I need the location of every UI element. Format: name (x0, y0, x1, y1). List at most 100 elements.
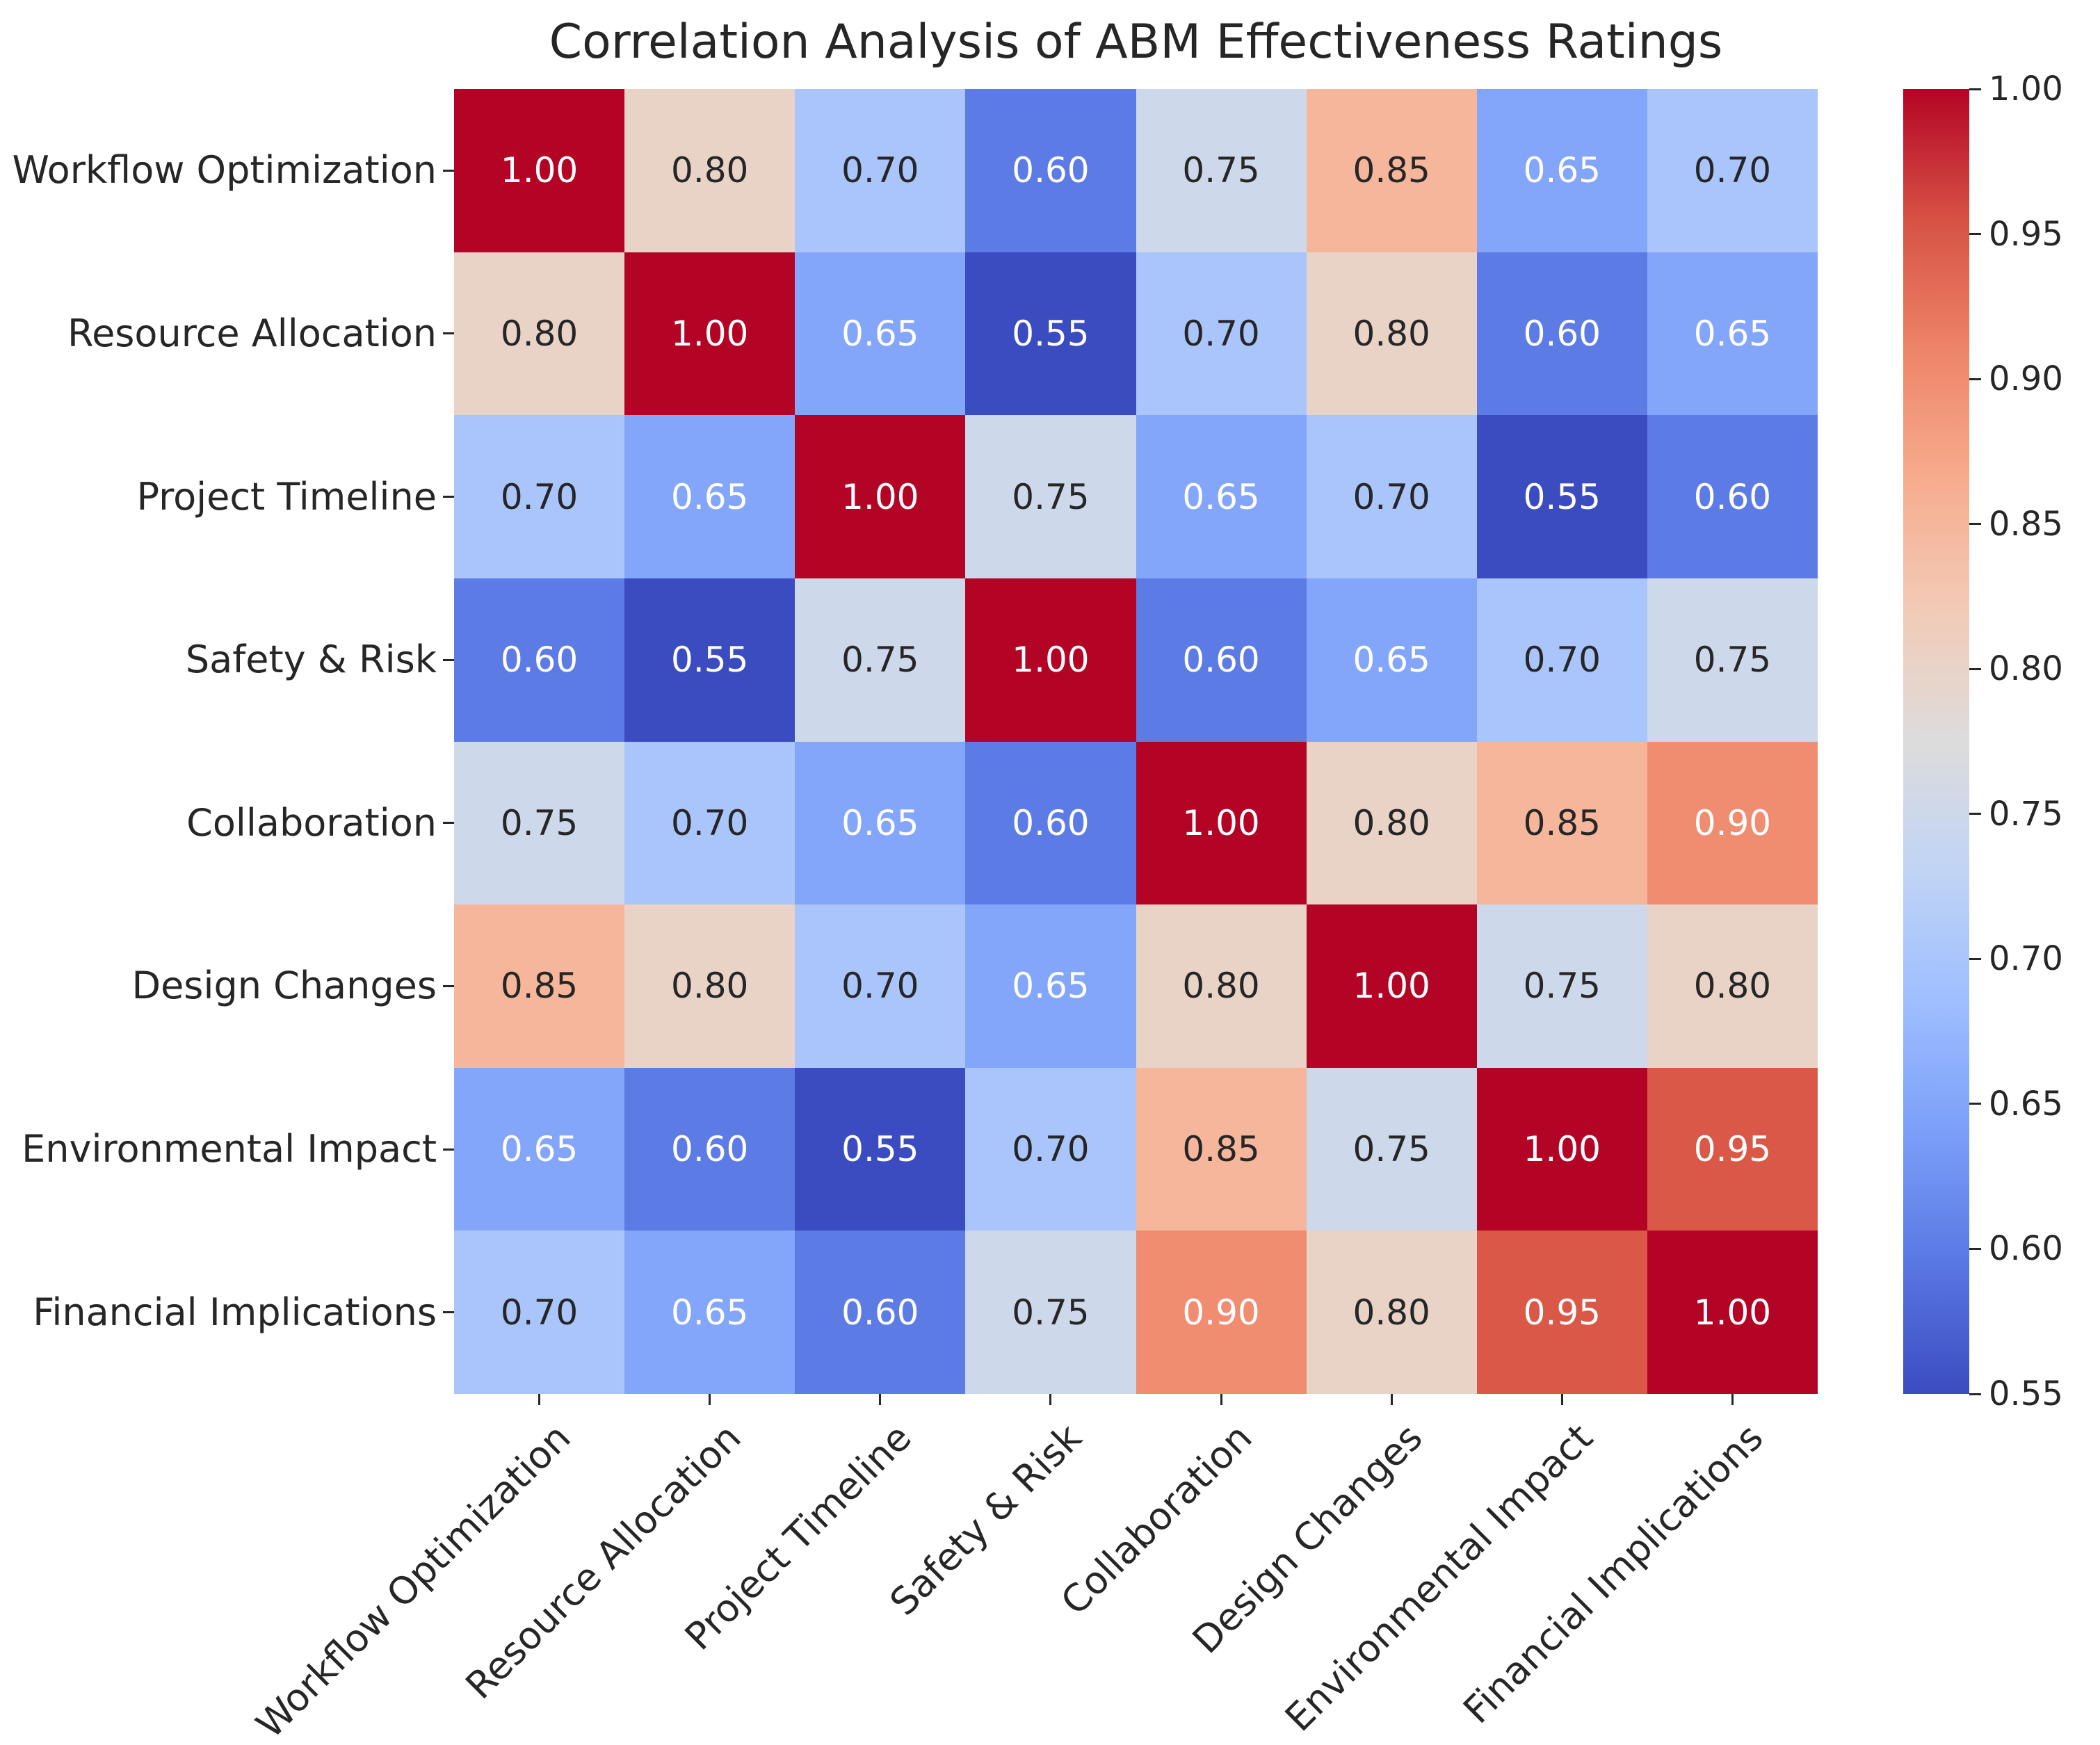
heatmap-cell-1-0: 0.80 (454, 252, 625, 416)
heatmap-cell-3-1: 0.55 (624, 578, 795, 742)
heatmap-cell-5-2: 0.70 (795, 904, 966, 1068)
heatmap-cell-0-0: 1.00 (454, 89, 625, 252)
heatmap-cell-7-4: 0.90 (1136, 1231, 1307, 1394)
y-tick-4 (443, 822, 454, 825)
cell-value: 0.60 (1012, 802, 1090, 843)
heatmap-cell-4-1: 0.70 (624, 741, 795, 905)
cell-value: 0.85 (1523, 802, 1601, 843)
colorbar-tick-1 (1969, 233, 1981, 236)
colorbar-label-5: 0.75 (1989, 794, 2063, 834)
heatmap-cell-1-1: 1.00 (624, 252, 795, 416)
heatmap-cell-2-5: 0.70 (1306, 415, 1477, 578)
cell-value: 1.00 (671, 313, 749, 354)
heatmap-cell-3-5: 0.65 (1306, 578, 1477, 742)
colorbar-tick-2 (1969, 378, 1981, 380)
cell-value: 0.80 (1352, 313, 1430, 354)
heatmap-cell-6-4: 0.85 (1136, 1067, 1307, 1231)
cell-value: 0.85 (1182, 1129, 1260, 1170)
heatmap-cell-1-7: 0.65 (1647, 252, 1818, 416)
cell-value: 0.55 (1012, 313, 1090, 354)
heatmap-cell-2-2: 1.00 (795, 415, 966, 578)
heatmap-cell-3-2: 0.75 (795, 578, 966, 742)
cell-value: 0.70 (500, 476, 579, 517)
x-tick-6 (1560, 1394, 1563, 1405)
y-tick-3 (443, 658, 454, 661)
cell-value: 0.55 (671, 640, 749, 681)
y-tick-7 (443, 1311, 454, 1314)
cell-value: 0.60 (841, 1292, 919, 1333)
heatmap-cell-5-0: 0.85 (454, 904, 625, 1068)
cell-value: 0.75 (1182, 150, 1260, 191)
heatmap-cell-5-4: 0.80 (1136, 904, 1307, 1068)
cell-value: 0.65 (1182, 476, 1260, 517)
cell-value: 0.60 (671, 1129, 749, 1170)
heatmap-cell-4-6: 0.85 (1476, 741, 1647, 905)
y-label-6: Environmental Impact (22, 1127, 437, 1171)
colorbar (1903, 89, 1969, 1394)
heatmap-cell-3-3: 1.00 (965, 578, 1136, 742)
colorbar-tick-0 (1969, 88, 1981, 90)
cell-value: 0.80 (1352, 1292, 1430, 1333)
heatmap-cell-4-4: 1.00 (1136, 741, 1307, 905)
heatmap-cell-6-5: 0.75 (1306, 1067, 1477, 1231)
cell-value: 0.60 (500, 640, 579, 681)
cell-value: 0.65 (1693, 313, 1772, 354)
heatmap-cell-6-3: 0.70 (965, 1067, 1136, 1231)
heatmap-cell-0-6: 0.65 (1476, 89, 1647, 252)
heatmap-cell-4-3: 0.60 (965, 741, 1136, 905)
cell-value: 0.70 (1012, 1129, 1090, 1170)
heatmap-cell-6-0: 0.65 (454, 1067, 625, 1231)
cell-value: 0.75 (1352, 1129, 1430, 1170)
cell-value: 0.55 (841, 1129, 919, 1170)
heatmap-cell-5-1: 0.80 (624, 904, 795, 1068)
cell-value: 0.60 (1693, 476, 1772, 517)
heatmap-cell-1-4: 0.70 (1136, 252, 1307, 416)
cell-value: 0.80 (671, 966, 749, 1007)
heatmap-cell-7-0: 0.70 (454, 1231, 625, 1394)
y-label-5: Design Changes (131, 964, 437, 1008)
heatmap-cell-7-2: 0.60 (795, 1231, 966, 1394)
y-tick-1 (443, 332, 454, 335)
colorbar-label-7: 0.65 (1989, 1084, 2063, 1123)
colorbar-label-8: 0.60 (1989, 1229, 2063, 1269)
heatmap-cell-2-4: 0.65 (1136, 415, 1307, 578)
heatmap-cell-7-7: 1.00 (1647, 1231, 1818, 1394)
cell-value: 1.00 (841, 476, 919, 517)
cell-value: 0.65 (671, 1292, 749, 1333)
colorbar-label-0: 1.00 (1989, 70, 2063, 108)
heatmap-grid: 1.00 0.80 0.70 0.60 0.75 0.85 0.65 0.70 0.80 1.00… (454, 89, 1818, 1394)
y-tick-5 (443, 984, 454, 987)
cell-value: 0.80 (1182, 966, 1260, 1007)
cell-value: 0.70 (1523, 640, 1601, 681)
cell-value: 0.60 (1523, 313, 1601, 354)
cell-value: 0.70 (1352, 476, 1430, 517)
cell-value: 0.75 (841, 640, 919, 681)
heatmap-cell-7-3: 0.75 (965, 1231, 1136, 1394)
y-label-7: Financial Implications (33, 1290, 437, 1334)
cell-value: 1.00 (1352, 966, 1430, 1007)
heatmap-cell-4-7: 0.90 (1647, 741, 1818, 905)
heatmap-cell-3-4: 0.60 (1136, 578, 1307, 742)
heatmap-cell-2-7: 0.60 (1647, 415, 1818, 578)
heatmap-cell-7-5: 0.80 (1306, 1231, 1477, 1394)
heatmap-cell-7-6: 0.95 (1476, 1231, 1647, 1394)
cell-value: 0.80 (1352, 802, 1430, 843)
cell-value: 0.55 (1523, 476, 1601, 517)
cell-value: 0.70 (671, 802, 749, 843)
heatmap-cell-1-5: 0.80 (1306, 252, 1477, 416)
x-label-0: Workflow Optimization (247, 1415, 579, 1745)
chart-title: Correlation Analysis of ABM Effectivenes… (549, 15, 1723, 70)
cell-value: 0.65 (841, 313, 919, 354)
heatmap-cell-0-1: 0.80 (624, 89, 795, 252)
colorbar-tick-6 (1969, 957, 1981, 960)
cell-value: 0.75 (500, 802, 579, 843)
heatmap-cell-3-6: 0.70 (1476, 578, 1647, 742)
x-tick-1 (709, 1394, 711, 1405)
heatmap-cell-3-7: 0.75 (1647, 578, 1818, 742)
colorbar-label-1: 0.95 (1989, 214, 2063, 254)
cell-value: 1.00 (500, 150, 579, 191)
y-tick-2 (443, 496, 454, 498)
colorbar-tick-7 (1969, 1103, 1981, 1105)
x-tick-4 (1220, 1394, 1222, 1405)
heatmap-cell-2-1: 0.65 (624, 415, 795, 578)
